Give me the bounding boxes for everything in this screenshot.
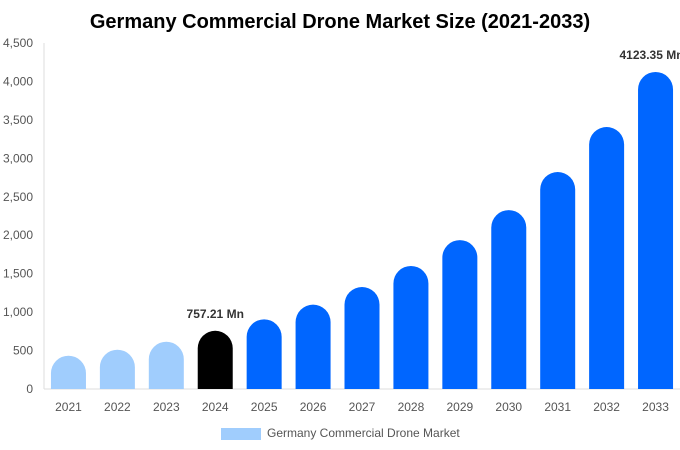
y-tick-label: 3,500 bbox=[3, 113, 33, 127]
bar-2029 bbox=[442, 240, 478, 389]
x-tick-label: 2028 bbox=[398, 400, 425, 414]
y-tick-label: 2,500 bbox=[3, 190, 33, 204]
bar-2028 bbox=[393, 265, 429, 389]
bar-2026 bbox=[295, 304, 331, 389]
bar-2027 bbox=[344, 287, 380, 389]
x-tick-label: 2032 bbox=[593, 400, 620, 414]
y-tick-label: 0 bbox=[26, 382, 33, 396]
x-tick-label: 2033 bbox=[642, 400, 669, 414]
x-tick-label: 2029 bbox=[446, 400, 473, 414]
x-tick-label: 2026 bbox=[300, 400, 327, 414]
y-tick-label: 1,000 bbox=[3, 305, 33, 319]
x-tick-label: 2023 bbox=[153, 400, 180, 414]
bar-2023 bbox=[148, 341, 184, 389]
y-tick-label: 500 bbox=[13, 344, 33, 358]
y-tick-label: 4,000 bbox=[3, 74, 33, 88]
bar-2032 bbox=[589, 127, 625, 390]
y-tick-label: 1,500 bbox=[3, 267, 33, 281]
y-tick-label: 3,000 bbox=[3, 151, 33, 165]
bar-2025 bbox=[246, 319, 282, 389]
bar-2030 bbox=[491, 210, 527, 389]
x-tick-label: 2027 bbox=[349, 400, 376, 414]
bar-2031 bbox=[540, 172, 576, 389]
x-tick-label: 2025 bbox=[251, 400, 278, 414]
y-tick-label: 2,000 bbox=[3, 228, 33, 242]
legend-swatch bbox=[221, 428, 261, 440]
x-tick-label: 2022 bbox=[104, 400, 131, 414]
bar-2024 bbox=[197, 330, 233, 389]
chart-title: Germany Commercial Drone Market Size (20… bbox=[90, 11, 590, 33]
bar-2021 bbox=[50, 355, 86, 389]
x-tick-label: 2030 bbox=[495, 400, 522, 414]
legend-label: Germany Commercial Drone Market bbox=[267, 426, 460, 440]
bar-2033 bbox=[638, 71, 674, 389]
bar-2022 bbox=[99, 349, 135, 389]
x-tick-label: 2021 bbox=[55, 400, 82, 414]
data-label: 4123.35 Mn bbox=[620, 48, 680, 62]
y-tick-label: 4,500 bbox=[3, 36, 33, 50]
data-label: 757.21 Mn bbox=[187, 307, 244, 321]
x-tick-label: 2031 bbox=[544, 400, 571, 414]
x-tick-label: 2024 bbox=[202, 400, 229, 414]
